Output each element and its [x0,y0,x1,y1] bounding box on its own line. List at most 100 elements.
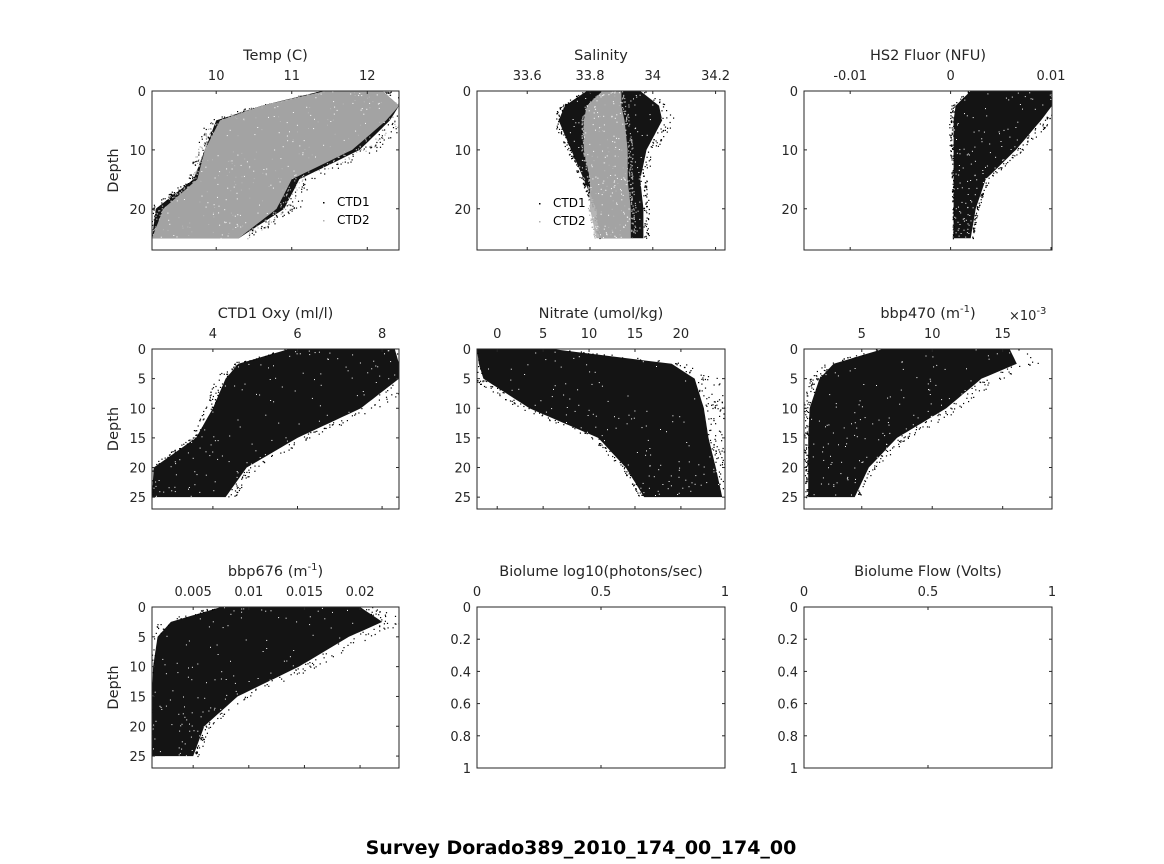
data-gap [854,368,856,369]
data-point [477,380,479,382]
data-point [987,384,989,386]
data-point [875,349,878,351]
data-point [1029,364,1031,366]
data-point [622,465,624,467]
data-gap [236,198,238,200]
data-point [302,183,305,185]
data-point [547,417,549,419]
data-point [162,198,164,200]
data-gap [637,131,639,133]
data-point [713,449,715,451]
data-point [975,212,978,214]
data-point [645,91,647,93]
data-point [951,175,953,178]
data-point [542,414,544,416]
data-point [629,133,631,135]
data-point [384,628,386,630]
data-gap [897,437,899,439]
data-point [288,186,290,188]
data-point [952,191,954,193]
data-gap [955,232,957,234]
data-point [642,494,644,496]
data-point [417,370,418,371]
data-point [292,201,294,203]
data-point [184,187,186,189]
data-gap [162,658,164,660]
data-point [388,137,390,139]
data-point [368,609,370,611]
subplot-title: bbp470 (m-1) [880,304,975,322]
data-gap [996,353,998,355]
data-gap [630,100,632,102]
data-point [255,107,257,109]
data-point [710,429,712,431]
data-point [624,113,626,115]
data-gap [540,400,542,402]
subplot-title: HS2 Fluor (NFU) [870,48,986,64]
data-gap [167,212,169,214]
data-point [631,177,634,179]
data-point [585,432,587,434]
data-point [675,363,677,365]
data-point [271,455,273,457]
data-point [1042,128,1045,130]
data-point [155,632,157,634]
data-point [203,611,205,613]
data-point [632,175,634,177]
data-point [1008,371,1010,373]
data-point [584,115,586,117]
data-point [414,362,415,363]
data-gap [616,202,618,204]
data-point [303,174,305,177]
data-point [1046,117,1048,119]
data-point [475,359,476,360]
data-point [981,193,983,195]
data-point [396,132,398,134]
data-point [712,404,714,406]
data-point [511,400,513,402]
data-point [718,384,720,386]
data-point [904,436,906,438]
data-point [306,189,308,191]
data-point [1031,137,1033,139]
data-point [265,219,267,221]
data-gap [713,471,715,473]
data-point [237,486,239,489]
y-tick-label: 20 [129,720,146,735]
data-gap [855,478,856,480]
data-point [233,366,235,368]
data-gap [861,462,863,463]
data-gap [623,226,625,228]
data-point [369,136,371,138]
data-point [209,397,211,399]
data-point [198,152,200,154]
data-point [582,135,584,137]
data-point [623,101,625,103]
data-point [390,387,392,389]
data-point [307,663,309,665]
data-point [365,140,367,142]
data-point [170,193,172,195]
data-point [201,136,203,138]
data-gap [718,484,720,485]
data-point [805,409,808,412]
data-point [974,227,976,229]
data-point [502,392,504,394]
data-point [1049,117,1051,120]
data-gap [161,708,163,710]
data-point [629,138,631,140]
data-point [295,195,297,197]
data-point [631,177,633,179]
data-gap [970,180,972,181]
data-gap [510,379,512,381]
x-tick-label: 0 [946,69,954,84]
data-gap [205,451,207,453]
data-point [1053,100,1054,101]
data-point [355,149,357,151]
data-point [633,212,635,214]
data-gap [614,165,616,167]
data-point [376,150,378,152]
data-point [574,161,577,163]
data-point [650,156,652,158]
